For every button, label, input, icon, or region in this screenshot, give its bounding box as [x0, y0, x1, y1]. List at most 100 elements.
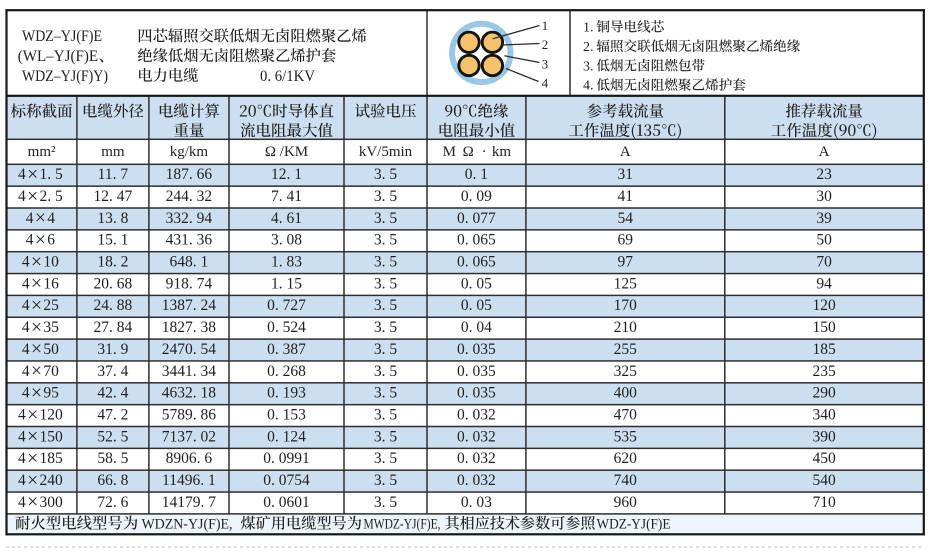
svg-text:3. 5: 3. 5 — [374, 188, 398, 205]
svg-text:3. 5: 3. 5 — [374, 363, 398, 380]
svg-text:0. 032: 0. 032 — [457, 407, 496, 424]
svg-text:540: 540 — [812, 472, 836, 489]
svg-text:(WL–YJ(F)E: (WL–YJ(F)E — [18, 48, 98, 65]
svg-text:3. 5: 3. 5 — [374, 385, 398, 402]
svg-text:4×150: 4×150 — [18, 426, 63, 448]
svg-text:4. 61: 4. 61 — [271, 210, 302, 227]
svg-text:0. 193: 0. 193 — [267, 385, 306, 402]
svg-text:0. 032: 0. 032 — [457, 428, 496, 445]
svg-text:0. 035: 0. 035 — [457, 341, 496, 358]
svg-text:42. 4: 42. 4 — [97, 385, 128, 402]
svg-text:325: 325 — [614, 363, 638, 380]
svg-text:3. 5: 3. 5 — [374, 254, 398, 271]
svg-text:0. 05: 0. 05 — [461, 297, 492, 314]
svg-text:1. 83: 1. 83 — [271, 254, 302, 271]
svg-text:0. 05: 0. 05 — [461, 275, 492, 292]
svg-text:290: 290 — [812, 385, 836, 402]
svg-text:0. 035: 0. 035 — [457, 363, 496, 380]
svg-text:150: 150 — [812, 319, 836, 336]
svg-text:41: 41 — [618, 188, 634, 205]
svg-text:15. 1: 15. 1 — [97, 232, 128, 249]
svg-text:0. 065: 0. 065 — [457, 232, 496, 249]
svg-text:2470. 54: 2470. 54 — [162, 341, 217, 358]
svg-text:0. 387: 0. 387 — [267, 341, 306, 358]
svg-text:WDZN-YJ(F)E,: WDZN-YJ(F)E, — [142, 517, 233, 533]
svg-text:4×16: 4×16 — [22, 273, 59, 295]
svg-text:37. 4: 37. 4 — [97, 363, 128, 380]
svg-text:125: 125 — [614, 275, 638, 292]
svg-text:70: 70 — [816, 254, 832, 271]
svg-text:960: 960 — [614, 494, 638, 511]
svg-text:4.: 4. — [583, 79, 594, 94]
svg-text:3. 5: 3. 5 — [374, 341, 398, 358]
svg-text:WDZ–YJ(F)Y): WDZ–YJ(F)Y) — [22, 68, 108, 85]
svg-text:3. 5: 3. 5 — [374, 166, 398, 183]
svg-text:WDZ-YJ(F)E: WDZ-YJ(F)E — [597, 517, 671, 533]
svg-text:3. 5: 3. 5 — [374, 297, 398, 314]
svg-text:1: 1 — [542, 19, 548, 33]
svg-text:27. 84: 27. 84 — [94, 319, 133, 336]
svg-text:50: 50 — [816, 232, 832, 249]
svg-text:235: 235 — [812, 363, 836, 380]
svg-text:4×35: 4×35 — [22, 316, 59, 338]
svg-text:0. 065: 0. 065 — [457, 254, 496, 271]
svg-text:7137. 02: 7137. 02 — [162, 428, 216, 445]
svg-text:kV/5min: kV/5min — [359, 144, 413, 160]
svg-text:3. 08: 3. 08 — [271, 232, 302, 249]
svg-text:58. 5: 58. 5 — [97, 450, 128, 467]
svg-text:4×300: 4×300 — [18, 491, 63, 513]
svg-text:8906. 6: 8906. 6 — [166, 450, 213, 467]
svg-text:0. 0601: 0. 0601 — [263, 494, 310, 511]
svg-text:0. 035: 0. 035 — [457, 385, 496, 402]
svg-text:3.: 3. — [583, 59, 594, 74]
svg-text:187. 66: 187. 66 — [166, 166, 213, 183]
svg-text:97: 97 — [618, 254, 634, 271]
svg-text:3. 5: 3. 5 — [374, 319, 398, 336]
svg-text:0. 268: 0. 268 — [267, 363, 306, 380]
svg-text:3. 5: 3. 5 — [374, 494, 398, 511]
svg-text:3. 5: 3. 5 — [374, 407, 398, 424]
svg-text:0. 032: 0. 032 — [457, 450, 496, 467]
svg-text:3441. 34: 3441. 34 — [162, 363, 217, 380]
svg-text:1. 15: 1. 15 — [271, 275, 302, 292]
svg-text:1.: 1. — [583, 21, 594, 36]
svg-text:120: 120 — [812, 297, 836, 314]
svg-text:12. 1: 12. 1 — [271, 166, 302, 183]
svg-text:23: 23 — [816, 166, 832, 183]
svg-text:0. 524: 0. 524 — [267, 319, 306, 336]
svg-text:3: 3 — [542, 58, 548, 72]
svg-text:4×185: 4×185 — [18, 448, 63, 470]
svg-text:24. 88: 24. 88 — [94, 297, 133, 314]
svg-text:94: 94 — [816, 275, 832, 292]
svg-text:4×50: 4×50 — [22, 338, 59, 360]
svg-text:0. 03: 0. 03 — [461, 494, 492, 511]
svg-text:0. 0991: 0. 0991 — [263, 450, 310, 467]
svg-text:0. 6/1KV: 0. 6/1KV — [260, 68, 315, 85]
svg-text:710: 710 — [812, 494, 836, 511]
svg-text:4×2. 5: 4×2. 5 — [18, 185, 63, 207]
svg-text:185: 185 — [812, 341, 836, 358]
svg-text:4×6: 4×6 — [26, 229, 55, 251]
svg-text:Ω /KM: Ω /KM — [265, 144, 308, 160]
svg-text:450: 450 — [812, 450, 836, 467]
svg-text:340: 340 — [812, 407, 836, 424]
svg-text:4×120: 4×120 — [18, 404, 63, 426]
svg-text:244. 32: 244. 32 — [166, 188, 213, 205]
svg-text:14179. 7: 14179. 7 — [162, 494, 217, 511]
svg-text:0. 1: 0. 1 — [465, 166, 488, 183]
svg-text:31: 31 — [618, 166, 634, 183]
svg-text:470: 470 — [614, 407, 638, 424]
svg-text:mm: mm — [101, 144, 125, 160]
svg-text:47. 2: 47. 2 — [97, 407, 128, 424]
svg-text:1387. 24: 1387. 24 — [162, 297, 217, 314]
svg-text:0. 04: 0. 04 — [461, 319, 492, 336]
svg-text:A: A — [620, 144, 631, 160]
svg-text:52. 5: 52. 5 — [97, 428, 128, 445]
svg-text:39: 39 — [816, 210, 832, 227]
svg-text:mm²: mm² — [28, 144, 56, 160]
svg-text:4×25: 4×25 — [22, 295, 59, 317]
svg-text:12. 47: 12. 47 — [94, 188, 133, 205]
svg-text:0. 09: 0. 09 — [461, 188, 492, 205]
svg-text:11496. 1: 11496. 1 — [162, 472, 216, 489]
svg-text:72. 6: 72. 6 — [97, 494, 128, 511]
